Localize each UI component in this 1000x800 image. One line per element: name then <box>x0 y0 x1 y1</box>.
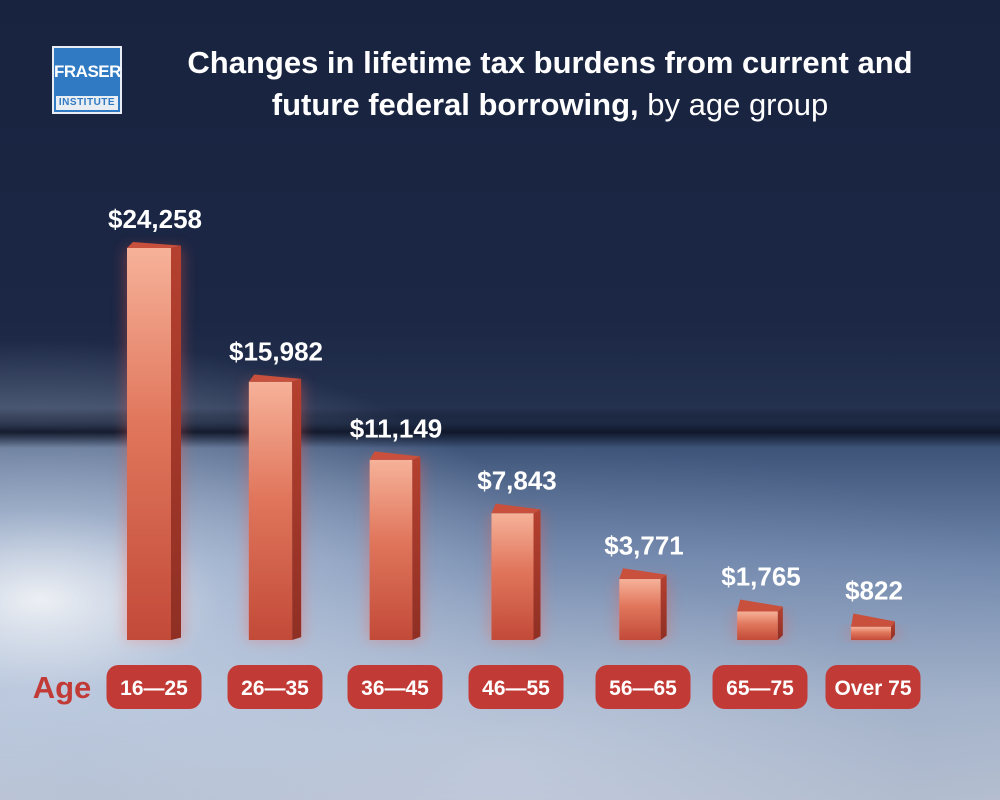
bar-side <box>777 606 783 640</box>
category-pill: Over 75 <box>825 665 921 709</box>
value-label: $1,765 <box>721 561 801 591</box>
category-label: 56—65 <box>609 677 677 700</box>
bar-front <box>248 381 293 640</box>
bar-top <box>369 451 421 460</box>
bar-top <box>851 613 895 627</box>
pill-background <box>712 665 808 709</box>
bar-front <box>619 579 661 640</box>
bar-front <box>491 513 534 640</box>
category-label: 26—35 <box>241 677 309 700</box>
value-label: $24,258 <box>108 204 202 234</box>
bar-front <box>851 626 891 640</box>
bar-front <box>127 248 171 640</box>
bar-top <box>737 599 783 612</box>
bar-side <box>891 621 895 640</box>
bar-front <box>369 459 413 640</box>
category-label: 46—55 <box>482 677 550 700</box>
pill-background <box>595 665 691 709</box>
value-label: $15,982 <box>229 337 323 367</box>
category-pill: 16—25 <box>106 665 202 709</box>
fraser-institute-logo: FRASER INSTITUTE <box>52 46 122 114</box>
pill-background <box>347 665 443 709</box>
bar <box>735 599 785 640</box>
bar-top <box>248 374 302 382</box>
title-bold: Changes in lifetime tax burdens from cur… <box>187 45 913 122</box>
pill-background <box>468 665 564 709</box>
x-axis-label: Age <box>33 670 92 705</box>
value-label: $3,771 <box>604 530 684 560</box>
bar-side <box>171 245 181 640</box>
category-label: 16—25 <box>120 677 188 700</box>
bar <box>489 503 543 640</box>
pill-background <box>106 665 202 709</box>
value-label: $7,843 <box>477 466 557 496</box>
logo-name: FRASER <box>54 62 121 81</box>
category-pill: 56—65 <box>595 665 691 709</box>
pill-background <box>825 665 921 709</box>
bar-side <box>533 509 541 640</box>
category-pill: 65—75 <box>712 665 808 709</box>
category-label: Over 75 <box>834 677 911 700</box>
bar <box>246 374 304 640</box>
bar <box>849 613 897 640</box>
chart-title: Changes in lifetime tax burdens from cur… <box>160 42 940 126</box>
logo-sub: INSTITUTE <box>56 96 118 110</box>
value-label: $11,149 <box>350 413 443 443</box>
category-pill: 46—55 <box>468 665 564 709</box>
bar-side <box>660 574 667 640</box>
bar-front <box>737 611 778 640</box>
title-subtitle: by age group <box>647 87 829 122</box>
bar <box>125 242 183 640</box>
category-pill: 26—35 <box>227 665 323 709</box>
category-label: 36—45 <box>361 677 429 700</box>
bar <box>617 568 669 640</box>
category-pill: 36—45 <box>347 665 443 709</box>
bar <box>367 451 423 640</box>
bar-top <box>491 503 541 514</box>
pill-background <box>227 665 323 709</box>
bar-top <box>127 242 181 248</box>
bar-side <box>412 456 421 640</box>
bar-top <box>619 568 667 580</box>
value-label: $822 <box>845 576 903 606</box>
bar-side <box>292 378 302 640</box>
category-label: 65—75 <box>726 677 794 700</box>
